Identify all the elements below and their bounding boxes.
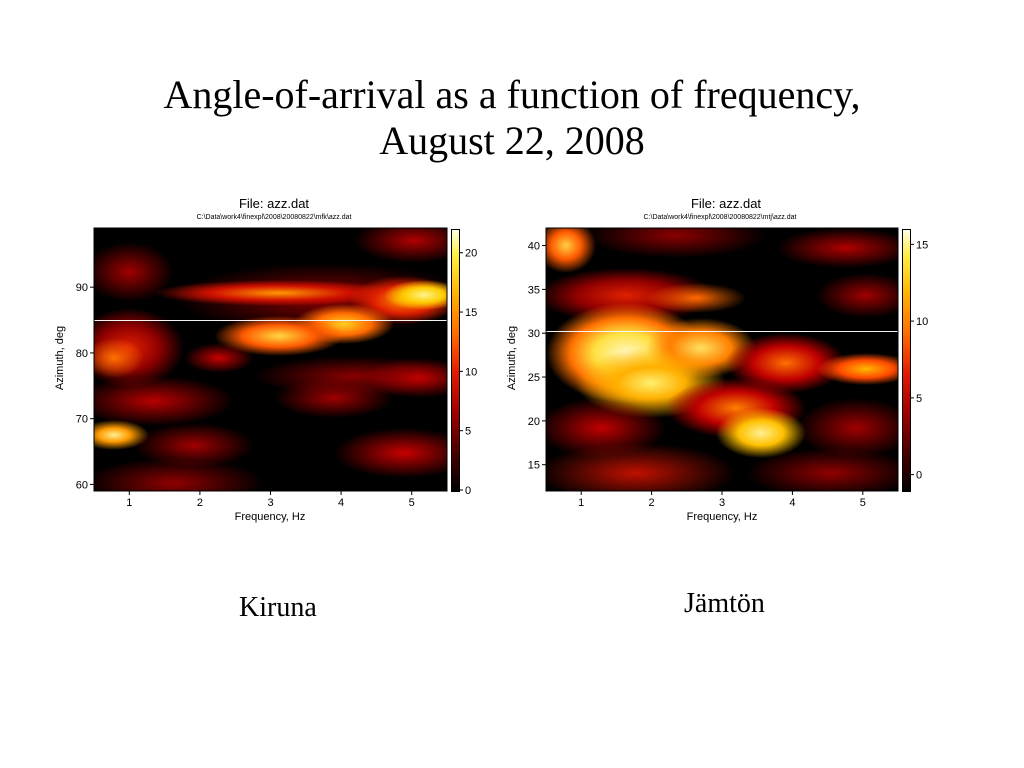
kiruna-y-tick-label: 70: [76, 414, 88, 426]
kiruna-y-tick-label: 90: [76, 282, 88, 294]
jamton-y-tick-label: 40: [528, 241, 540, 253]
slide-title-line1: Angle-of-arrival as a function of freque…: [163, 72, 861, 117]
jamton-x-tick-label: 2: [649, 497, 655, 509]
jamton-x-tick-label: 1: [578, 497, 584, 509]
jamton-x-tick-label: 5: [860, 497, 866, 509]
kiruna-y-tick-label: 60: [76, 479, 88, 491]
slide-title: Angle-of-arrival as a function of freque…: [0, 72, 1024, 164]
kiruna-path-label: C:\Data\work4\finexpl\2008\20080822\mfk\…: [196, 214, 352, 221]
jamton-y-tick-label: 30: [528, 328, 540, 340]
kiruna-x-tick-label: 3: [267, 497, 273, 509]
jamton-colorbar-tick-label: 10: [916, 316, 928, 328]
kiruna-colorbar-tick-label: 15: [465, 307, 477, 319]
kiruna-file-label: File: azz.dat: [238, 196, 310, 211]
jamton-path-label: C:\Data\work4\finexpl\2008\20080822\mtj\…: [643, 214, 797, 221]
jamton-plot-frame: [545, 227, 899, 492]
jamton-colorbar-tick-label: 5: [916, 393, 922, 405]
jamton-x-axis-title: Frequency, Hz: [686, 511, 758, 523]
jamton-marker-line: [546, 330, 898, 332]
kiruna-colorbar: [451, 229, 460, 492]
kiruna-colorbar-tick-label: 20: [465, 248, 477, 260]
jamton-y-tick-label: 25: [528, 372, 540, 384]
kiruna-x-axis-title: Frequency, Hz: [234, 511, 306, 523]
jamton-colorbar: [902, 229, 911, 492]
kiruna-x-tick-label: 5: [409, 497, 415, 509]
kiruna-heatmap: [94, 228, 447, 491]
jamton-colorbar-tick-label: 15: [916, 239, 928, 251]
slide-title-line2: August 22, 2008: [379, 118, 645, 163]
kiruna-y-tick-label: 80: [76, 348, 88, 360]
kiruna-caption: Kiruna: [239, 592, 317, 623]
jamton-heatmap: [546, 228, 898, 491]
jamton-y-tick-label: 15: [528, 460, 540, 472]
jamton-y-tick-label: 35: [528, 284, 540, 296]
jamton-file-label: File: azz.dat: [690, 196, 762, 211]
jamton-x-tick-label: 4: [789, 497, 795, 509]
kiruna-x-tick-label: 4: [338, 497, 344, 509]
jamton-colorbar-tick-label: 0: [916, 470, 922, 482]
kiruna-colorbar-tick-label: 0: [465, 485, 471, 497]
jamton-caption: Jämtön: [684, 588, 765, 619]
kiruna-x-tick-label: 2: [197, 497, 203, 509]
kiruna-colorbar-tick-label: 5: [465, 426, 471, 438]
jamton-x-tick-label: 3: [719, 497, 725, 509]
kiruna-marker-line: [94, 320, 447, 322]
kiruna-colorbar-tick-label: 10: [465, 366, 477, 378]
kiruna-x-tick-label: 1: [126, 497, 132, 509]
jamton-y-axis-title: Azimuth, deg: [506, 325, 518, 391]
jamton-y-tick-label: 20: [528, 416, 540, 428]
